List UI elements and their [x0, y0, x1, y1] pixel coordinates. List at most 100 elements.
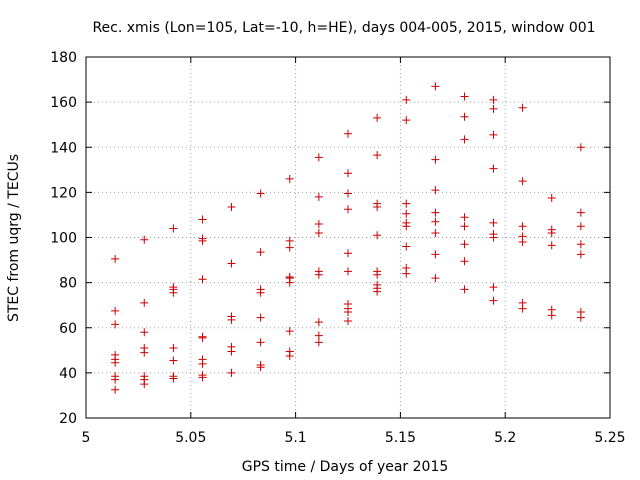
data-point [576, 313, 585, 322]
y-tick-label: 40 [59, 366, 77, 382]
points-layer [111, 82, 585, 394]
data-point [344, 249, 352, 258]
y-tick-label: 20 [59, 411, 77, 427]
x-axis-title: GPS time / Days of year 2015 [242, 459, 449, 475]
data-point [402, 209, 411, 218]
data-point [169, 356, 178, 365]
data-point [227, 259, 236, 268]
y-tick-label: 60 [59, 321, 77, 337]
data-point [111, 375, 120, 384]
data-point [402, 116, 411, 125]
data-point [547, 311, 556, 320]
data-point [256, 288, 265, 297]
data-point [169, 374, 178, 383]
data-point [198, 236, 207, 245]
y-tick-label: 180 [50, 50, 77, 66]
data-point [227, 203, 236, 212]
data-point [518, 177, 527, 186]
data-point [198, 359, 207, 368]
data-point [489, 164, 498, 173]
data-point [373, 231, 382, 240]
data-point [373, 151, 382, 160]
y-tick-label: 100 [50, 231, 77, 247]
y-tick-label: 80 [59, 276, 77, 292]
data-point [198, 275, 207, 284]
data-point [431, 274, 440, 283]
data-point [460, 222, 469, 231]
data-point [169, 344, 178, 353]
data-point [198, 215, 207, 224]
data-point [576, 222, 585, 231]
data-point [344, 267, 352, 276]
data-point [111, 358, 120, 367]
data-point [576, 208, 585, 217]
data-point [227, 315, 236, 324]
data-point [140, 235, 149, 244]
plot-frame [85, 56, 611, 419]
data-point [227, 368, 236, 377]
data-point [285, 243, 294, 252]
data-point [256, 313, 265, 322]
data-point [169, 288, 178, 297]
data-point [314, 318, 323, 327]
data-point [344, 169, 352, 178]
data-point [489, 283, 498, 292]
x-tick-label: 5.15 [385, 430, 416, 446]
data-point [547, 241, 556, 250]
x-tick-label: 5 [82, 430, 91, 446]
data-point [489, 104, 498, 113]
data-point [518, 304, 527, 313]
data-point [547, 194, 556, 203]
data-point [111, 385, 120, 394]
x-tick-label: 5.2 [494, 430, 516, 446]
data-point [576, 250, 585, 259]
data-point [460, 240, 469, 249]
data-point [489, 233, 498, 242]
data-point [373, 113, 382, 122]
x-tick-label: 5.05 [175, 430, 206, 446]
data-point [111, 254, 120, 263]
data-point [518, 103, 527, 112]
data-point [431, 228, 440, 237]
y-tick-label: 140 [50, 140, 77, 156]
data-point [314, 192, 323, 201]
data-point [518, 238, 527, 247]
data-point [460, 135, 469, 144]
data-point [460, 213, 469, 222]
data-point [402, 95, 411, 104]
data-point [256, 363, 265, 372]
data-point [460, 257, 469, 266]
data-point [373, 270, 382, 279]
data-point [256, 338, 265, 347]
data-point [314, 338, 323, 347]
data-point [489, 130, 498, 139]
data-point [140, 298, 149, 307]
data-point [402, 269, 411, 278]
data-point [576, 143, 585, 152]
data-point [140, 328, 149, 337]
data-point [489, 296, 498, 305]
data-point [198, 333, 207, 342]
data-point [140, 348, 149, 357]
data-point [431, 155, 440, 164]
y-tick-label: 160 [50, 95, 77, 111]
data-point [227, 347, 236, 356]
data-point [460, 92, 469, 101]
grid-layer [86, 57, 610, 418]
data-point [285, 236, 294, 245]
data-point [489, 218, 498, 227]
data-point [256, 189, 265, 198]
data-point [460, 112, 469, 121]
data-point [547, 228, 556, 237]
data-point [373, 287, 382, 296]
data-point [169, 224, 178, 233]
data-point [402, 222, 411, 231]
data-point [431, 208, 440, 217]
data-point [344, 189, 352, 198]
data-point [285, 351, 294, 360]
data-point [460, 285, 469, 294]
data-point [111, 306, 120, 315]
data-point [489, 95, 498, 104]
axes-layer: 20 40 60 80 100 120 140 160 180 5 5.05 5.1 5.15 5.2 5.… [50, 50, 625, 446]
